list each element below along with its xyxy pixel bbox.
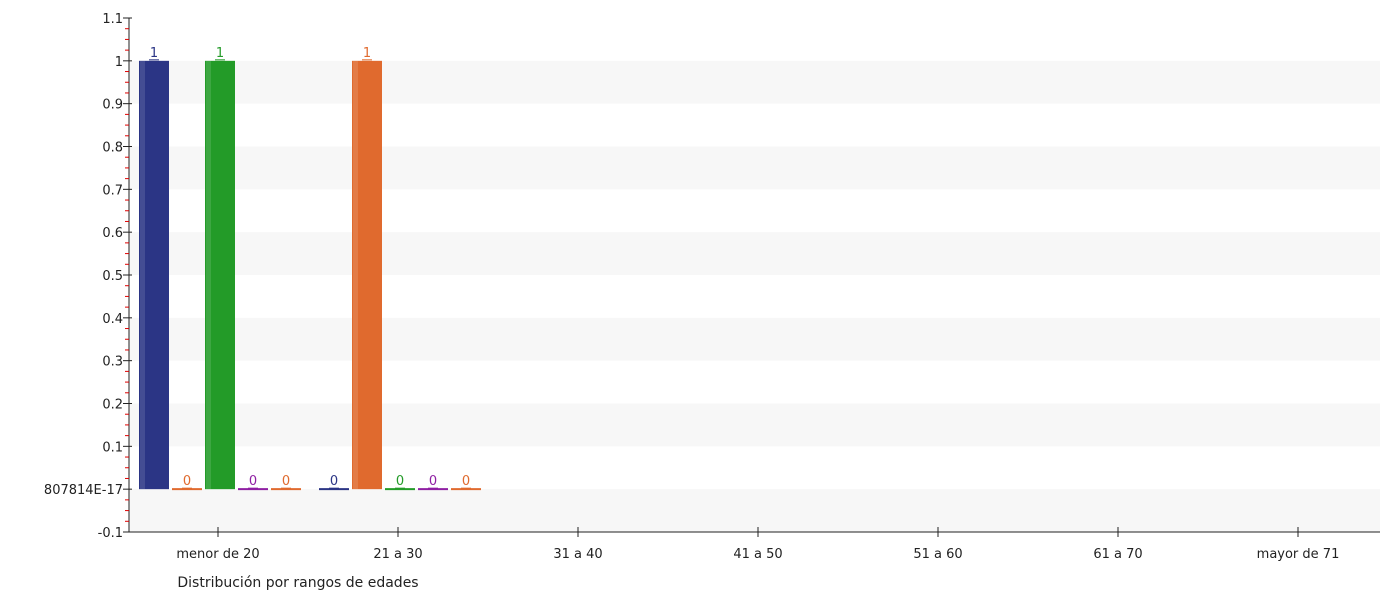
x-tick-label: menor de 20: [176, 547, 259, 562]
y-tick-label: 0.6: [102, 226, 123, 241]
y-tick-label: 1: [115, 55, 123, 70]
grid-band: [129, 489, 1380, 532]
x-tick-label: 21 a 30: [373, 547, 422, 562]
y-axis-ticks: -0.1 807814E-17 0.1 0.2 0.3 0.4 0.5 0.6 0.7 0.8 0.…: [44, 12, 132, 541]
grid-band: [129, 146, 1380, 190]
y-tick-label: 0.9: [102, 98, 123, 113]
grid-band: [129, 317, 1380, 361]
y-tick-label: 0.7: [102, 183, 123, 198]
data-label: 0: [282, 474, 290, 489]
x-tick-label: 61 a 70: [1093, 547, 1142, 562]
y-tick-label: 0.8: [102, 141, 123, 156]
y-tick-label: 0.4: [102, 312, 123, 327]
data-label: 1: [216, 46, 224, 61]
data-labels: 1 0 0 1 1 0 0 0 0 0: [149, 46, 471, 489]
data-label: 0: [330, 474, 338, 489]
bar: [139, 60, 169, 490]
x-tick-label: 31 a 40: [553, 547, 602, 562]
x-axis-title: Distribución por rangos de edades: [177, 575, 418, 591]
data-label: 0: [249, 474, 257, 489]
data-label: 0: [183, 474, 191, 489]
y-tick-label: 0.1: [102, 440, 123, 455]
bar: [352, 60, 382, 490]
x-axis-ticks: menor de 20 21 a 30 31 a 40 41 a 50 51 a 60 6…: [176, 527, 1339, 562]
data-label: 1: [363, 46, 371, 61]
y-tick-label: 1.1: [102, 12, 123, 27]
data-label: 1: [150, 46, 158, 61]
bar: [205, 60, 235, 490]
grid-band: [129, 403, 1380, 447]
bars: [139, 60, 481, 491]
y-tick-label: 0.5: [102, 269, 123, 284]
y-tick-label: 0.3: [102, 355, 123, 370]
x-tick-label: mayor de 71: [1257, 547, 1340, 562]
bar-highlight: [140, 60, 145, 490]
grid-bands: [129, 60, 1380, 532]
x-tick-label: 41 a 50: [733, 547, 782, 562]
y-tick-label: 807814E-17: [44, 483, 123, 498]
grid-band: [129, 60, 1380, 104]
data-label: 0: [429, 474, 437, 489]
data-label: 0: [396, 474, 404, 489]
grid-band: [129, 232, 1380, 275]
y-tick-label: 0.2: [102, 398, 123, 413]
bar-highlight: [353, 60, 358, 490]
bar-highlight: [206, 60, 211, 490]
y-tick-label: -0.1: [98, 526, 123, 541]
x-tick-label: 51 a 60: [913, 547, 962, 562]
data-label: 0: [462, 474, 470, 489]
